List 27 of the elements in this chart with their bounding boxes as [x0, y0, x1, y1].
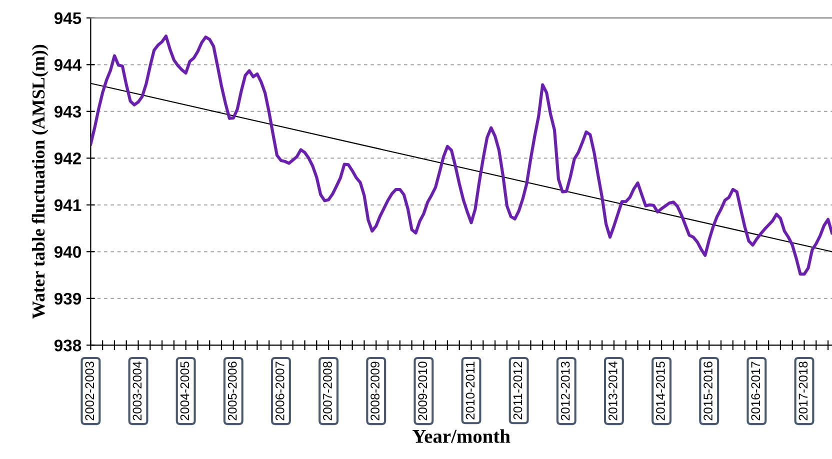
y-tick-label: 941	[54, 199, 82, 212]
x-tick-label: 2002-2003	[85, 362, 94, 420]
y-tick-label: 944	[54, 59, 82, 71]
x-tick-label: 2003-2004	[132, 362, 142, 420]
x-tick-label: 2004-2005	[180, 362, 190, 420]
x-tick-label: 2007-2008	[323, 362, 332, 420]
x-tick-label: 2005-2006	[228, 362, 237, 420]
y-tick-label: 945	[54, 12, 82, 24]
x-tick-label: 2013-2014	[608, 362, 618, 420]
x-tick-label: 2009-2010	[418, 362, 428, 420]
y-tick-label: 943	[54, 106, 82, 118]
x-tick-label: 2015-2016	[704, 362, 712, 420]
x-axis-title: Year/month	[412, 429, 510, 443]
x-tick-label: 2016-2017	[751, 362, 760, 420]
x-tick-label: 2006-2007	[275, 362, 284, 420]
x-tick-label: 2008-2009	[370, 362, 380, 420]
y-tick-label: 940	[54, 246, 81, 258]
x-tick-label: 2014-2015	[656, 362, 665, 420]
y-tick-label: 939	[54, 292, 82, 305]
y-tick-label: 938	[54, 340, 82, 352]
line-series	[90, 34, 832, 276]
x-tick-label: 2011-2012	[513, 362, 522, 420]
x-tick-label: 2012-2013	[560, 362, 570, 420]
y-tick-label: 942	[54, 152, 81, 164]
x-tick-label: 2017-2018	[798, 362, 808, 420]
x-tick-label: 2010-2011	[466, 362, 475, 420]
y-axis-title: Water table fluctuation (AMSL(m))	[32, 44, 48, 319]
